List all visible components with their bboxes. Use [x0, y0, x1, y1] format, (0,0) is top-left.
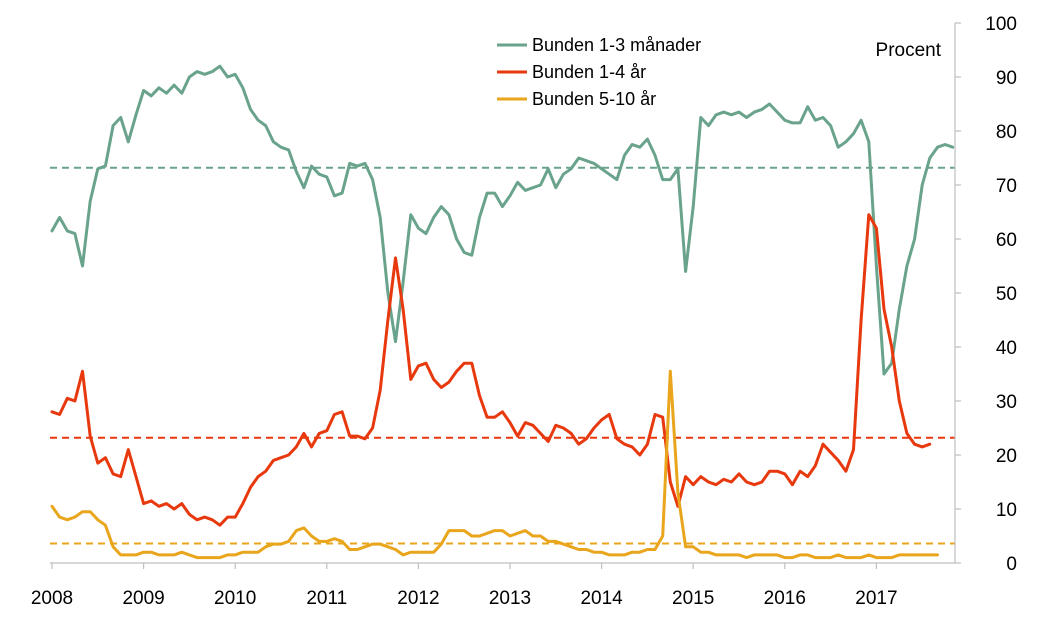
- y-tick-label: 50: [996, 284, 1017, 305]
- x-tick-label: 2010: [214, 588, 256, 609]
- tick-labels: 0 10 20 30 40 50 60 70 80 90 100 2008 2009 2010 2011 20…: [31, 14, 1017, 609]
- series-line: [50, 213, 932, 527]
- legend-label: Bunden 1-3 månader: [532, 35, 701, 55]
- series-line: [50, 369, 939, 560]
- y-tick-label: 100: [985, 14, 1017, 35]
- x-tick-label: 2013: [489, 588, 531, 609]
- average-lines: [50, 166, 955, 545]
- legend-label: Bunden 1-4 år: [532, 62, 646, 82]
- unit-label: Procent: [876, 40, 942, 61]
- x-tick-label: 2014: [580, 588, 623, 609]
- series-lines: [50, 64, 955, 560]
- y-tick-label: 70: [996, 176, 1017, 197]
- x-tick-label: 2008: [31, 588, 73, 609]
- y-tick-label: 30: [996, 392, 1017, 413]
- legend: Bunden 1-3 månader Bunden 1-4 år Bunden 5-…: [497, 35, 701, 109]
- x-tick-label: 2015: [672, 588, 714, 609]
- x-tick-label: 2017: [855, 588, 897, 609]
- x-tick-label: 2009: [122, 588, 164, 609]
- y-tick-label: 90: [996, 68, 1017, 89]
- y-tick-label: 80: [996, 122, 1017, 143]
- y-tick-label: 0: [1006, 554, 1017, 575]
- legend-label: Bunden 5-10 år: [532, 89, 656, 109]
- y-tick-label: 60: [996, 230, 1017, 251]
- x-tick-label: 2012: [397, 588, 439, 609]
- y-tick-label: 10: [996, 500, 1017, 521]
- x-tick-label: 2016: [764, 588, 806, 609]
- y-tick-label: 40: [996, 338, 1017, 359]
- axes: [50, 23, 956, 564]
- y-tick-label: 20: [996, 446, 1017, 467]
- x-tick-label: 2011: [306, 588, 347, 609]
- series-line: [50, 64, 955, 376]
